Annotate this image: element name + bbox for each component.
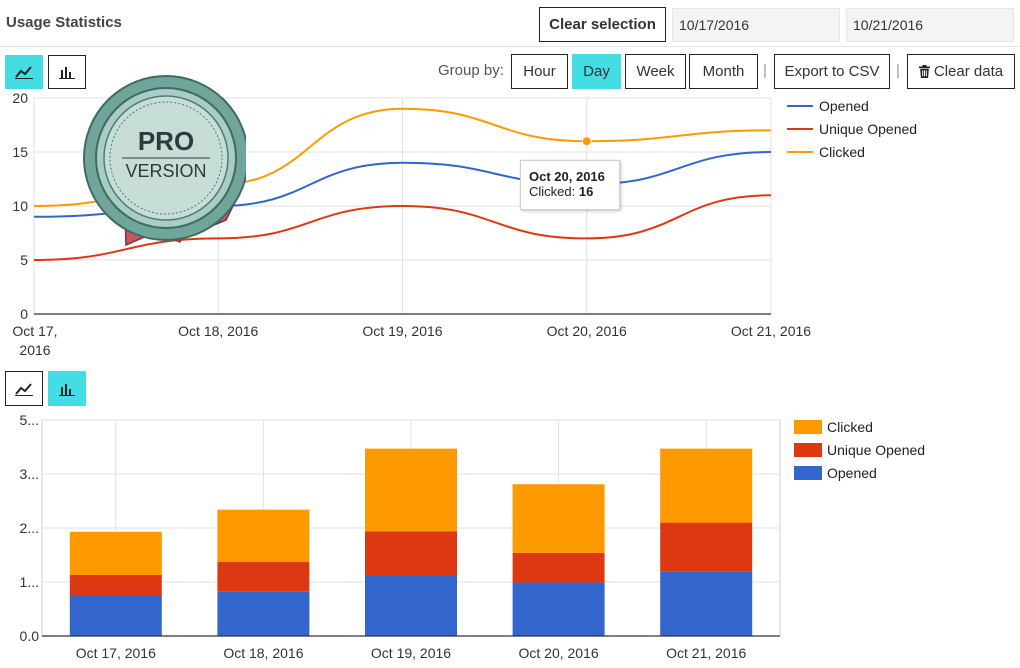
line-x-tick-label: Oct 21, 2016 xyxy=(731,323,811,339)
end-date-input[interactable] xyxy=(846,8,1014,42)
badge-line2: VERSION xyxy=(125,161,206,181)
bar-legend-swatch xyxy=(794,466,822,480)
trash-icon xyxy=(918,65,930,78)
bar-opened[interactable] xyxy=(660,571,753,636)
line-series-unique-opened[interactable] xyxy=(33,194,772,261)
group-day-button[interactable]: Day xyxy=(572,54,621,89)
bar-y-tick-label: 1... xyxy=(20,574,39,590)
line-x-tick-label: Oct 20, 2016 xyxy=(547,323,627,339)
bar-unique-opened[interactable] xyxy=(217,562,310,592)
line-chart-icon xyxy=(15,382,33,396)
bar-clicked[interactable] xyxy=(512,484,605,553)
bar-clicked[interactable] xyxy=(365,448,457,532)
tooltip-title: Oct 20, 2016 xyxy=(529,169,605,184)
bar-plot-frame xyxy=(41,419,781,637)
line-x-tick-label: Oct 19, 2016 xyxy=(362,323,442,339)
bar-x-tick-label: Oct 18, 2016 xyxy=(223,645,303,661)
line-y-tick-label: 15 xyxy=(12,144,28,160)
bar-y-tick-label: 0.0 xyxy=(20,628,40,644)
toolbar-separator: | xyxy=(763,62,767,79)
group-by-label: Group by: xyxy=(438,62,504,79)
bar-opened[interactable] xyxy=(365,574,457,636)
export-csv-button[interactable]: Export to CSV xyxy=(774,54,890,89)
chart-tooltip: Oct 20, 2016 Clicked: 16 xyxy=(520,160,620,210)
clear-selection-button[interactable]: Clear selection xyxy=(539,7,666,42)
bar-opened[interactable] xyxy=(512,582,605,636)
group-hour-button[interactable]: Hour xyxy=(511,54,568,89)
bar-legend-label[interactable]: Opened xyxy=(827,465,877,481)
bar-clicked[interactable] xyxy=(660,448,753,523)
bar-clicked[interactable] xyxy=(217,509,310,563)
bar-unique-opened[interactable] xyxy=(660,522,753,572)
group-week-button[interactable]: Week xyxy=(625,54,686,89)
bar-legend-label[interactable]: Clicked xyxy=(827,419,873,435)
bar-chart-icon xyxy=(59,67,75,79)
line-x-tick-label: Oct 18, 2016 xyxy=(178,323,258,339)
line-y-tick-label: 5 xyxy=(20,252,28,268)
bar-x-tick-label: Oct 19, 2016 xyxy=(371,645,451,661)
page-header: Usage Statistics Clear selection xyxy=(0,0,1020,47)
bar-chart-toggle-button[interactable] xyxy=(48,55,86,89)
pro-version-badge: PRO VERSION xyxy=(83,75,246,247)
tooltip-label: Clicked: xyxy=(529,184,576,199)
bar-unique-opened[interactable] xyxy=(365,531,457,575)
line-legend-label[interactable]: Unique Opened xyxy=(819,121,917,137)
line-y-tick-label: 20 xyxy=(12,90,28,106)
clear-data-label: Clear data xyxy=(933,63,1004,80)
bar-chart-toggle-button[interactable] xyxy=(48,371,86,406)
tooltip-value: 16 xyxy=(578,184,594,199)
bar-x-tick-label: Oct 21, 2016 xyxy=(666,645,746,661)
bar-unique-opened[interactable] xyxy=(69,574,162,596)
line-y-tick-label: 10 xyxy=(12,198,28,214)
start-date-input[interactable] xyxy=(672,8,840,42)
clear-data-button[interactable]: Clear data xyxy=(907,54,1015,89)
line-chart-icon xyxy=(15,66,33,79)
bar-x-tick-label: Oct 20, 2016 xyxy=(519,645,599,661)
line-legend-label[interactable]: Opened xyxy=(819,98,869,114)
bar-legend-swatch xyxy=(794,443,822,457)
toolbar-separator: | xyxy=(896,62,900,79)
bar-legend-label[interactable]: Unique Opened xyxy=(827,442,925,458)
group-month-button[interactable]: Month xyxy=(689,54,758,89)
bar-y-tick-label: 5... xyxy=(20,412,39,428)
page-title: Usage Statistics xyxy=(6,14,122,31)
line-highlight-point[interactable] xyxy=(581,136,592,147)
bar-opened[interactable] xyxy=(69,595,162,637)
bar-y-tick-label: 2... xyxy=(20,520,39,536)
bar-unique-opened[interactable] xyxy=(512,552,605,583)
bar-opened[interactable] xyxy=(217,591,310,636)
bar-chart-icon xyxy=(59,383,75,396)
bar-clicked[interactable] xyxy=(69,531,162,575)
line-chart-toggle-button[interactable] xyxy=(5,55,43,89)
line-y-tick-label: 0 xyxy=(20,306,28,322)
line-legend-label[interactable]: Clicked xyxy=(819,144,865,160)
line-chart-toggle-button[interactable] xyxy=(5,371,43,406)
bar-x-tick-label: Oct 17, 2016 xyxy=(76,645,156,661)
line-x-tick-label: Oct 17, 2016 xyxy=(12,323,57,358)
badge-line1: PRO xyxy=(138,126,194,156)
bar-legend-swatch xyxy=(794,420,822,434)
bar-y-tick-label: 3... xyxy=(20,466,39,482)
